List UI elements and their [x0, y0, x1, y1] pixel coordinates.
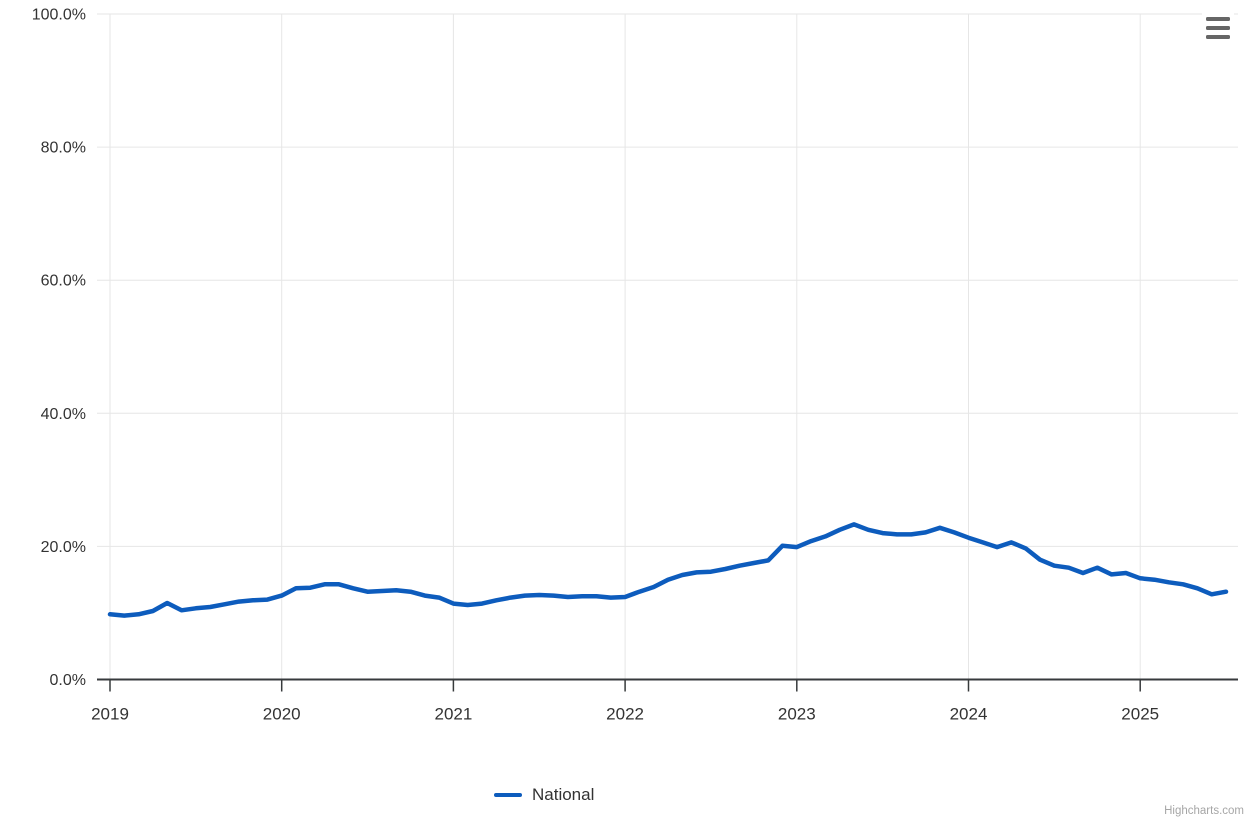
x-axis-label: 2022: [606, 705, 644, 724]
x-axis-label: 2019: [91, 705, 129, 724]
y-axis-label: 80.0%: [41, 140, 86, 157]
y-axis-label: 100.0%: [32, 7, 86, 24]
highcharts-credits-link[interactable]: Highcharts.com: [1164, 805, 1244, 817]
line-chart: 2019 2020 2021 2022 2023 2024 2025 0.0% 20.0% 40.…: [32, 7, 1238, 724]
legend-item-national[interactable]: National: [494, 785, 594, 805]
x-axis-label: 2020: [263, 705, 301, 724]
legend-label: National: [532, 785, 595, 804]
chart-context-menu-button[interactable]: [1202, 13, 1234, 43]
legend-line-swatch: [494, 792, 522, 798]
y-axis-label: 60.0%: [41, 273, 86, 290]
series-line-national[interactable]: [107, 522, 1229, 618]
x-axis-label: 2025: [1121, 705, 1159, 724]
y-axis-label: 40.0%: [41, 406, 86, 423]
hamburger-menu-icon: [1206, 16, 1230, 40]
x-axis-label: 2024: [950, 705, 988, 724]
x-axis-label: 2021: [434, 705, 472, 724]
y-axis-label: 0.0%: [50, 672, 86, 689]
y-axis-label: 20.0%: [41, 539, 86, 556]
x-axis-label: 2023: [778, 705, 816, 724]
